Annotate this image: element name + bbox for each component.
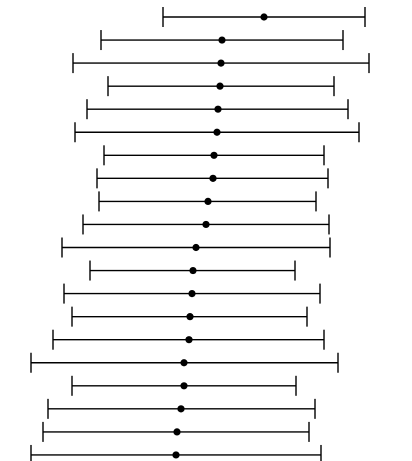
forest-row-13 (63, 283, 321, 304)
forest-row-5 (86, 99, 349, 120)
forest-row-10 (82, 214, 330, 235)
point-estimate-20 (172, 451, 180, 459)
forest-row-9 (98, 191, 317, 212)
forest-row-3 (72, 53, 370, 74)
point-estimate-7 (210, 151, 218, 159)
forest-row-19 (42, 421, 310, 442)
point-estimate-10 (202, 220, 210, 229)
point-estimate-3 (217, 59, 225, 67)
forest-row-7 (103, 145, 325, 166)
point-estimate-1 (260, 13, 268, 21)
forest-row-1 (162, 7, 366, 27)
forest-row-17 (71, 375, 297, 396)
forest-row-2 (100, 30, 344, 51)
point-estimate-5 (214, 105, 222, 113)
forest-row-14 (71, 306, 308, 327)
point-estimate-13 (188, 290, 196, 298)
forest-row-12 (89, 260, 296, 281)
forest-row-18 (47, 398, 316, 419)
point-estimate-19 (173, 428, 181, 436)
point-estimate-8 (209, 174, 217, 182)
point-estimate-11 (192, 243, 200, 252)
point-estimate-4 (216, 82, 224, 90)
point-estimate-14 (186, 313, 194, 321)
point-estimate-16 (180, 359, 188, 367)
forest-row-6 (74, 122, 360, 143)
forest-row-16 (30, 352, 339, 373)
forest-row-20 (30, 444, 322, 461)
rows-layer (30, 7, 370, 461)
point-estimate-12 (189, 266, 197, 275)
forest-row-8 (96, 168, 329, 189)
forest-row-4 (107, 76, 335, 97)
point-estimate-6 (213, 128, 221, 136)
point-estimate-9 (204, 197, 212, 205)
point-estimate-2 (218, 36, 226, 44)
forest-row-11 (61, 237, 331, 258)
point-estimate-15 (185, 336, 193, 344)
point-estimate-18 (177, 405, 185, 413)
point-estimate-17 (180, 382, 188, 390)
forest-row-15 (52, 329, 325, 350)
